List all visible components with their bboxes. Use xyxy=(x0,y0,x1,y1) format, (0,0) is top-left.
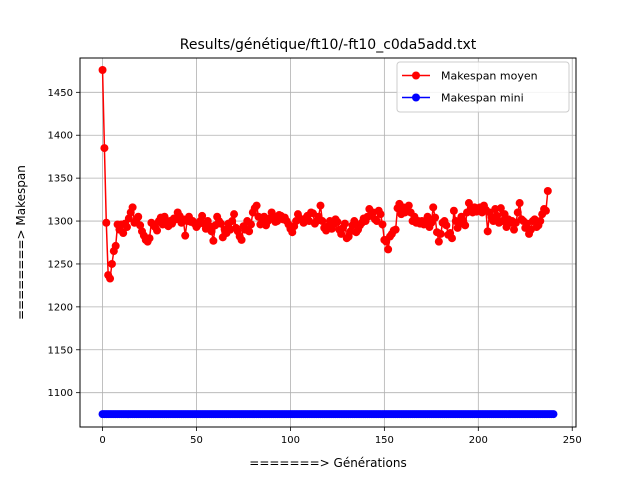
data-point-moyen xyxy=(122,223,131,232)
data-point-moyen xyxy=(106,274,115,283)
data-point-moyen xyxy=(145,234,154,243)
data-point-moyen xyxy=(350,217,359,226)
data-point-moyen xyxy=(136,221,145,230)
data-point-moyen xyxy=(429,203,438,212)
y-tick-label: 1100 xyxy=(48,388,73,399)
legend-label-moyen: Makespan moyen xyxy=(441,70,538,83)
data-point-moyen xyxy=(318,217,327,226)
data-point-moyen xyxy=(316,201,325,210)
data-point-moyen xyxy=(434,237,443,246)
data-point-moyen xyxy=(153,226,162,235)
chart-title: Results/génétique/ft10/-ft10_c0da5add.tx… xyxy=(180,37,477,53)
data-point-moyen xyxy=(237,235,246,244)
x-tick-label: 100 xyxy=(281,435,300,446)
data-point-moyen xyxy=(124,214,133,223)
x-tick-label: 250 xyxy=(563,435,582,446)
x-tick-label: 150 xyxy=(375,435,394,446)
y-tick-label: 1150 xyxy=(48,345,73,356)
y-tick-label: 1400 xyxy=(48,131,73,142)
data-point-moyen xyxy=(230,210,239,219)
data-point-moyen xyxy=(340,219,349,228)
data-point-moyen xyxy=(543,187,552,196)
legend-box xyxy=(396,61,570,113)
y-axis-label: ========> Makespan xyxy=(14,165,28,320)
y-tick-label: 1350 xyxy=(48,174,73,185)
data-point-moyen xyxy=(510,225,518,234)
data-point-moyen xyxy=(288,228,297,237)
data-point-moyen xyxy=(181,231,190,240)
x-tick-label: 50 xyxy=(190,435,203,446)
data-point-moyen xyxy=(128,203,137,212)
axis-ticks: 0 50 100 150 200 250 1100 1150 1200 1250 1300 1350 1… xyxy=(48,88,582,446)
data-point-moyen xyxy=(98,66,107,75)
data-point-moyen xyxy=(483,227,492,236)
data-point-moyen xyxy=(245,227,254,236)
y-tick-label: 1250 xyxy=(48,259,73,270)
data-point-moyen xyxy=(102,218,111,227)
data-point-moyen xyxy=(449,206,458,215)
data-point-moyen xyxy=(461,221,470,230)
data-point-moyen xyxy=(107,259,116,268)
data-point-moyen xyxy=(134,212,143,221)
data-point-moyen xyxy=(337,229,346,238)
data-point-moyen xyxy=(496,204,505,213)
y-tick-label: 1200 xyxy=(48,302,73,313)
data-point-moyen xyxy=(119,229,128,238)
data-point-mini xyxy=(549,410,558,419)
x-tick-label: 200 xyxy=(469,435,488,446)
data-point-moyen xyxy=(515,199,524,208)
data-point-moyen xyxy=(209,236,218,245)
data-point-moyen xyxy=(436,229,445,238)
legend-marker-mini xyxy=(412,93,420,102)
data-point-moyen xyxy=(448,234,456,243)
plot-frame xyxy=(79,57,577,428)
data-point-moyen xyxy=(216,219,225,228)
data-point-moyen xyxy=(207,227,216,236)
legend-marker-moyen xyxy=(412,71,420,80)
data-point-moyen xyxy=(541,206,550,215)
data-point-moyen xyxy=(228,217,237,226)
data-point-moyen xyxy=(431,213,440,222)
data-point-moyen xyxy=(404,201,413,210)
legend-label-mini: Makespan mini xyxy=(441,92,524,105)
data-point-moyen xyxy=(246,220,255,229)
series-layer xyxy=(98,66,558,419)
series-moyen xyxy=(98,66,552,283)
data-point-moyen xyxy=(536,217,545,226)
data-point-moyen xyxy=(198,211,207,220)
y-tick-label: 1450 xyxy=(48,88,73,99)
y-tick-label: 1300 xyxy=(48,217,73,228)
data-point-moyen xyxy=(333,217,342,226)
data-point-moyen xyxy=(378,220,387,229)
data-point-moyen xyxy=(493,211,502,220)
series-mini xyxy=(98,410,558,419)
data-point-moyen xyxy=(100,144,109,153)
data-point-moyen xyxy=(423,212,432,221)
data-point-moyen xyxy=(391,225,400,234)
data-point-moyen xyxy=(442,221,451,230)
x-tick-label: 0 xyxy=(99,435,105,446)
data-point-moyen xyxy=(513,208,522,217)
data-point-moyen xyxy=(111,241,120,250)
legend: Makespan moyen Makespan mini xyxy=(396,61,570,113)
data-point-moyen xyxy=(384,245,393,254)
data-point-moyen xyxy=(252,201,261,210)
data-point-moyen xyxy=(376,210,385,219)
x-axis-label: =======> Générations xyxy=(249,456,406,470)
